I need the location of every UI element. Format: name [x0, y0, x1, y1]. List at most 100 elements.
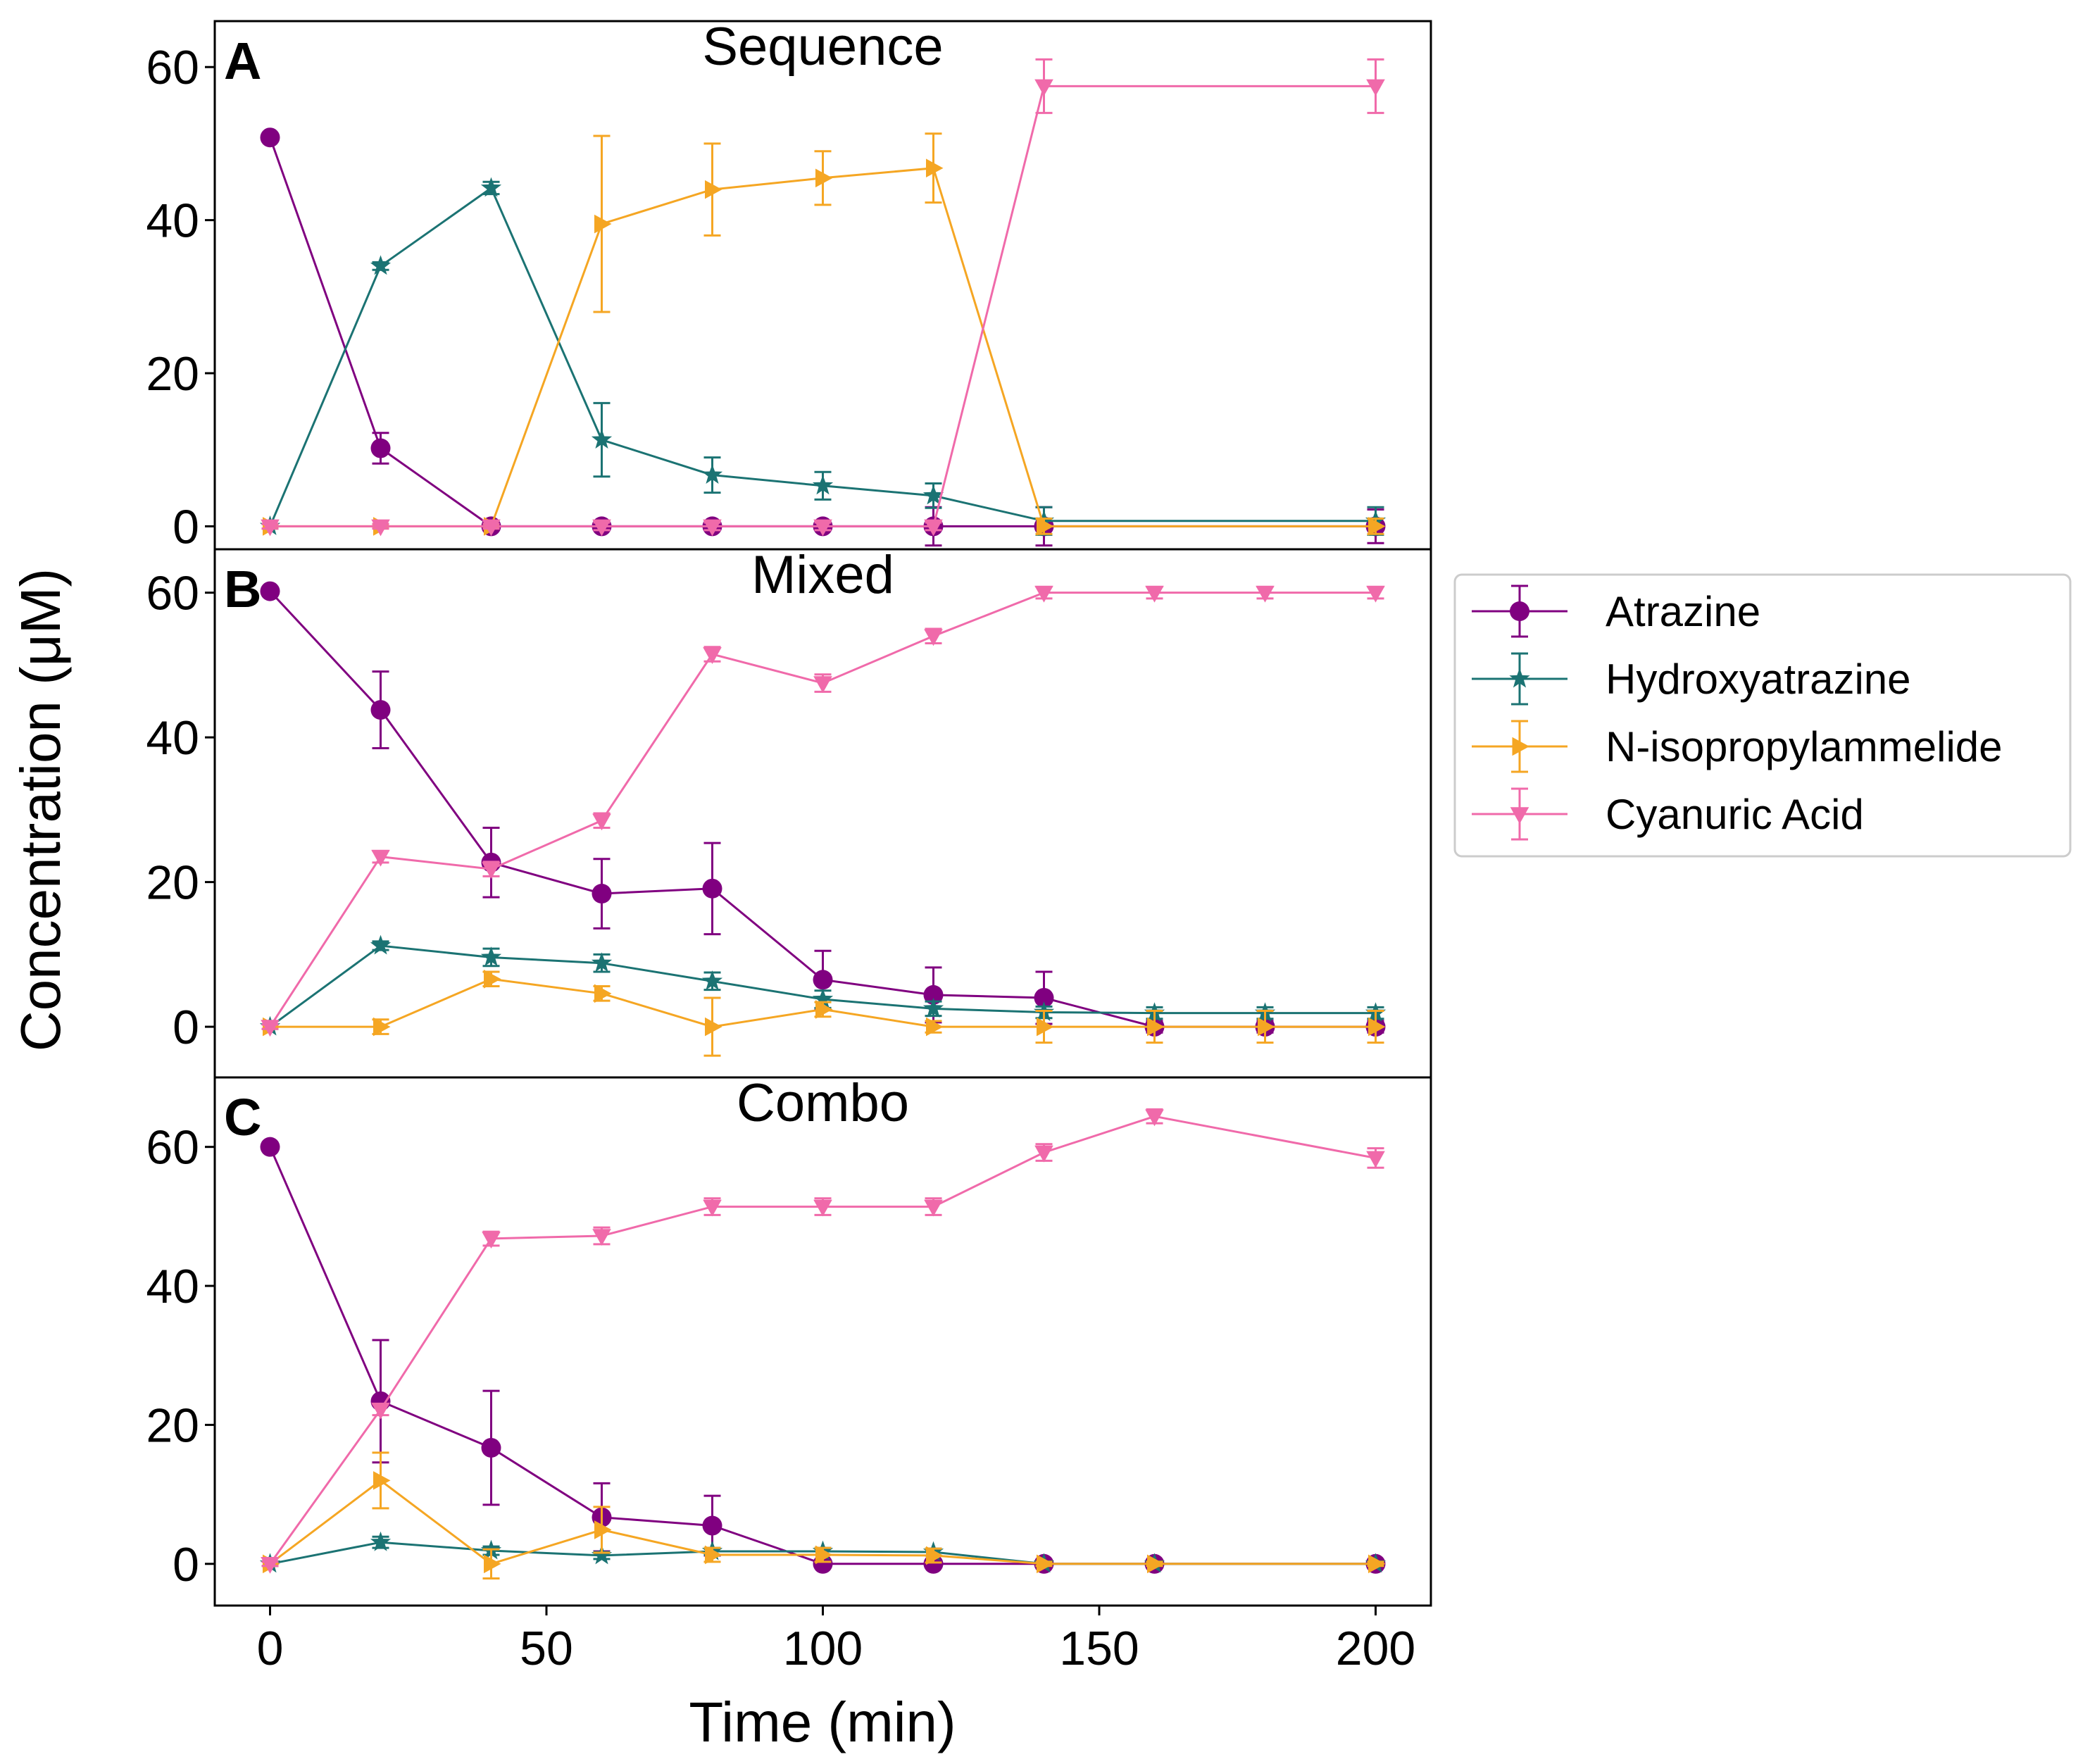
panel-b-title: Mixed [751, 545, 894, 605]
panel-c-n-isopropylammelide-point [1368, 1554, 1386, 1574]
panel-a-cyanuric-acid-point [1034, 79, 1053, 96]
panel-a-n-isopropylammelide-point [1368, 517, 1386, 536]
panel-c-cyanuric-acid-point [813, 1199, 832, 1217]
legend-hydroxyatrazine: Hydroxyatrazine [1472, 652, 1911, 706]
panel-a-n-isopropylammelide-point [815, 168, 833, 188]
panel-c-atrazine-point [702, 1515, 722, 1536]
panel-c-x-tick-label: 150 [1059, 1622, 1139, 1675]
panel-c-y-tick-label: 40 [146, 1260, 199, 1313]
panel-c-x-tick-label: 100 [783, 1622, 863, 1675]
panel-b-cyanuric-acid-point [261, 1020, 280, 1037]
panel-b-n-isopropylammelide-point [815, 1000, 833, 1019]
panel-c-cyanuric-acid-point [1366, 1151, 1385, 1168]
panel-a-n-isopropylammelide-point [705, 180, 722, 199]
legend-hydroxyatrazine-label: Hydroxyatrazine [1606, 656, 1911, 703]
legend-atrazine-marker [1510, 601, 1529, 621]
panel-a: 0 20 40 60 Sequence A [146, 17, 1432, 553]
panel-b-hydroxyatrazine-point [812, 988, 834, 1008]
panel-b-cyanuric-acid-series [261, 585, 1385, 1037]
panel-b-n-isopropylammelide-point [594, 984, 612, 1003]
panel-b-n-isopropylammelide-point [484, 969, 501, 989]
panel-a-y-tick-label: 40 [146, 194, 199, 248]
panel-b-n-isopropylammelide-point [705, 1017, 722, 1037]
panel-b-n-isopropylammelide-point [1147, 1017, 1165, 1037]
panel-b-n-isopropylammelide-series [261, 969, 1386, 1057]
legend-hydroxyatrazine-marker [1509, 668, 1530, 688]
panel-a-letter: A [224, 32, 261, 90]
panel-a-atrazine-point [370, 438, 391, 458]
panel-b-hydroxyatrazine-point [370, 934, 392, 955]
panel-b-hydroxyatrazine-point [922, 998, 944, 1018]
panel-a-cyanuric-acid-series [261, 58, 1385, 537]
panel-c-x-tick-label: 0 [257, 1622, 284, 1675]
panel-a-cyanuric-acid-point [924, 519, 943, 537]
panel-a-n-isopropylammelide-point [594, 214, 612, 234]
panel-c-n-isopropylammelide-point [1147, 1554, 1165, 1574]
panel-c-frame [213, 1076, 1432, 1607]
panel-b-atrazine-series [260, 581, 1386, 1037]
panel-a-hydroxyatrazine-point [370, 255, 392, 275]
panel-a-cyanuric-acid-point [482, 519, 501, 537]
panel-c-cyanuric-acid-series [261, 1108, 1385, 1574]
panel-b-atrazine-point [813, 970, 833, 990]
panel-a-cyanuric-acid-point [813, 519, 832, 537]
panel-c-n-isopropylammelide-point [373, 1471, 391, 1490]
panel-c-cyanuric-acid-point [1034, 1145, 1053, 1163]
panel-c-atrazine-point [481, 1437, 501, 1458]
panel-c-letter: C [224, 1088, 261, 1146]
panel-b-cyanuric-acid-point [482, 862, 501, 880]
panel-c-cyanuric-acid-point [924, 1199, 943, 1217]
panel-a-hydroxyatrazine-point [591, 429, 613, 449]
panel-c-n-isopropylammelide-series [261, 1451, 1386, 1580]
panel-b-hydroxyatrazine-point [480, 946, 502, 966]
legend-n-isopropylammelide: N-isopropylammelide [1472, 720, 2003, 773]
panel-b-atrazine-point [1034, 987, 1054, 1008]
panel-c-x-tick-label: 200 [1336, 1622, 1415, 1675]
panel-b-cyanuric-acid-point [592, 813, 611, 831]
panel-a-frame [213, 20, 1432, 551]
panel-b-n-isopropylammelide-point [373, 1017, 391, 1037]
legend: Atrazine Hydroxyatrazine N-isopropylammeli… [1453, 573, 2072, 858]
panel-b-hydroxyatrazine-point [591, 952, 613, 972]
panel-b-y-tick-label: 20 [146, 856, 199, 910]
panel-b-y-tick-label: 0 [173, 1001, 199, 1054]
panel-c-x-tick-label: 50 [520, 1622, 573, 1675]
panel-c-atrazine-point [260, 1137, 280, 1157]
panel-a-title: Sequence [702, 17, 943, 77]
panel-b-letter: B [224, 560, 261, 618]
panel-a-cyanuric-acid-point [703, 519, 722, 537]
panel-b-atrazine-point [923, 984, 944, 1005]
panel-c-y-tick-label: 60 [146, 1121, 199, 1175]
panel-c-cyanuric-acid-point [1145, 1109, 1164, 1127]
panel-c-y-tick-label: 20 [146, 1399, 199, 1452]
y-axis-title: Concentration (μM) [9, 568, 72, 1051]
panel-a-y-tick-label: 0 [173, 500, 199, 553]
panel-c-hydroxyatrazine-point [591, 1544, 613, 1565]
panel-c-n-isopropylammelide-point [484, 1554, 501, 1574]
panel-a-cyanuric-acid-point [261, 519, 280, 537]
panel-a-n-isopropylammelide-point [1037, 517, 1054, 536]
legend-cyanuric-acid-label: Cyanuric Acid [1606, 791, 1864, 838]
panel-b-cyanuric-acid-point [924, 629, 943, 646]
panel-b-atrazine-point [702, 878, 722, 899]
panel-c-cyanuric-acid-point [482, 1232, 501, 1249]
panel-b-atrazine-point [370, 700, 391, 720]
panel-b-y-tick-label: 40 [146, 711, 199, 765]
panel-b-y-tick-label: 60 [146, 567, 199, 620]
panel-b-n-isopropylammelide-point [926, 1017, 944, 1037]
panel-b-atrazine-point [260, 581, 280, 601]
panel-c-cyanuric-acid-point [371, 1402, 390, 1420]
panel-c-cyanuric-acid-line [269, 1115, 1376, 1565]
panel-a-cyanuric-acid-point [371, 519, 390, 537]
legend-cyanuric-acid-marker [1510, 807, 1529, 824]
panel-c-n-isopropylammelide-point [926, 1546, 944, 1565]
panel-b-cyanuric-acid-point [703, 647, 722, 664]
panel-b-cyanuric-acid-point [1256, 585, 1275, 603]
legend-atrazine: Atrazine [1472, 584, 1760, 638]
legend-atrazine-label: Atrazine [1606, 588, 1760, 635]
panel-a-cyanuric-acid-point [1366, 79, 1385, 96]
panel-c-n-isopropylammelide-line [269, 1479, 1376, 1565]
panel-c-cyanuric-acid-point [703, 1199, 722, 1217]
panel-a-hydroxyatrazine-point [701, 464, 723, 484]
